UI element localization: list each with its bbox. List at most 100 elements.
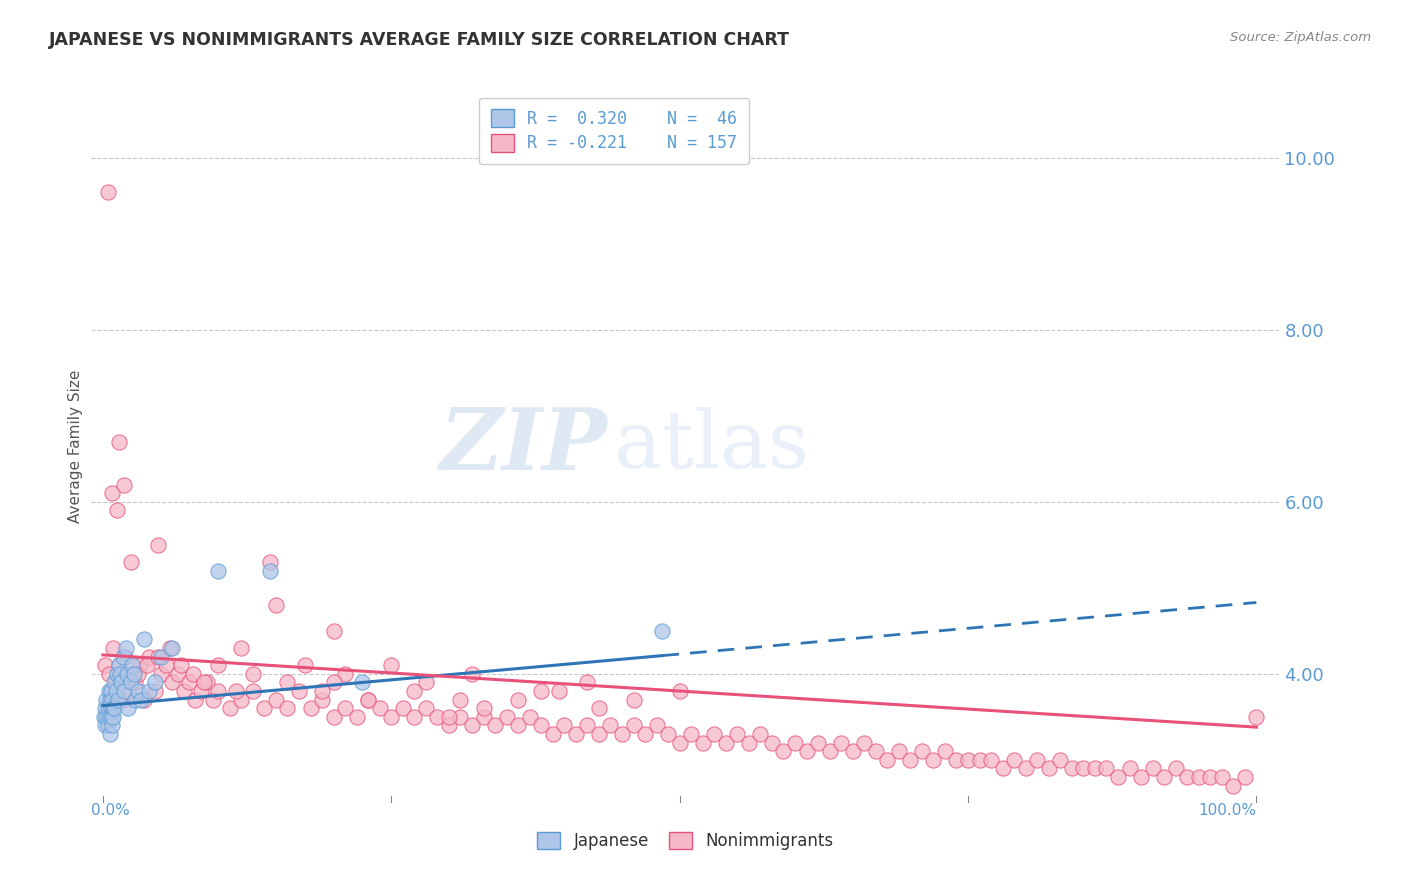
Point [160, 675, 183, 690]
Point [692, 736, 714, 750]
Point [668, 684, 690, 698]
Point [651, 624, 673, 638]
Point [299, 701, 322, 715]
Point [207, 658, 229, 673]
Point [472, 701, 495, 715]
Point [100, 710, 122, 724]
Point [623, 718, 645, 732]
Point [114, 649, 136, 664]
Point [807, 736, 830, 750]
Point [242, 666, 264, 681]
Point [796, 744, 818, 758]
Point [588, 701, 610, 715]
Point [127, 684, 149, 698]
Point [276, 701, 298, 715]
Point [160, 641, 183, 656]
Point [94, 701, 117, 715]
Text: JAPANESE VS NONIMMIGRANTS AVERAGE FAMILY SIZE CORRELATION CHART: JAPANESE VS NONIMMIGRANTS AVERAGE FAMILY… [49, 31, 790, 49]
Point [207, 564, 229, 578]
Point [111, 649, 134, 664]
Point [120, 555, 142, 569]
Point [103, 710, 125, 724]
Point [322, 710, 344, 724]
Point [853, 736, 876, 750]
Point [108, 434, 131, 449]
Point [207, 684, 229, 698]
Point [599, 718, 621, 732]
Point [264, 598, 287, 612]
Point [322, 624, 344, 638]
Point [333, 701, 356, 715]
Point [703, 727, 725, 741]
Point [104, 675, 127, 690]
Point [242, 684, 264, 698]
Point [108, 658, 131, 673]
Point [93, 710, 115, 724]
Text: 0.0%: 0.0% [91, 803, 131, 818]
Point [159, 641, 181, 656]
Point [1199, 770, 1222, 784]
Point [143, 675, 166, 690]
Point [121, 666, 143, 681]
Point [104, 684, 127, 698]
Point [184, 692, 207, 706]
Point [495, 710, 517, 724]
Point [107, 692, 129, 706]
Point [508, 718, 530, 732]
Point [170, 658, 193, 673]
Point [143, 684, 166, 698]
Point [124, 675, 146, 690]
Point [148, 649, 170, 664]
Point [181, 666, 204, 681]
Point [134, 692, 156, 706]
Point [508, 692, 530, 706]
Point [725, 727, 748, 741]
Point [565, 727, 588, 741]
Point [225, 684, 247, 698]
Point [120, 675, 142, 690]
Point [259, 564, 281, 578]
Point [94, 718, 117, 732]
Point [738, 736, 761, 750]
Point [1038, 761, 1060, 775]
Point [96, 692, 118, 706]
Point [1002, 753, 1025, 767]
Point [288, 684, 311, 698]
Point [149, 666, 172, 681]
Point [127, 666, 149, 681]
Point [415, 701, 437, 715]
Point [576, 675, 599, 690]
Point [322, 675, 344, 690]
Point [129, 692, 152, 706]
Point [380, 710, 402, 724]
Point [415, 675, 437, 690]
Point [1084, 761, 1107, 775]
Point [1107, 770, 1129, 784]
Point [115, 666, 138, 681]
Point [115, 641, 138, 656]
Point [404, 710, 426, 724]
Point [1015, 761, 1038, 775]
Point [530, 718, 553, 732]
Point [124, 692, 146, 706]
Point [101, 692, 124, 706]
Point [1073, 761, 1095, 775]
Text: atlas: atlas [614, 407, 810, 485]
Point [96, 718, 118, 732]
Point [111, 692, 134, 706]
Point [368, 701, 391, 715]
Point [426, 710, 449, 724]
Text: 100.0%: 100.0% [1198, 803, 1257, 818]
Point [103, 675, 125, 690]
Point [179, 675, 201, 690]
Point [101, 718, 124, 732]
Point [195, 675, 218, 690]
Point [103, 701, 125, 715]
Point [1130, 770, 1153, 784]
Point [96, 186, 118, 200]
Point [547, 684, 569, 698]
Point [530, 684, 553, 698]
Point [830, 736, 852, 750]
Point [1246, 710, 1268, 724]
Point [1142, 761, 1164, 775]
